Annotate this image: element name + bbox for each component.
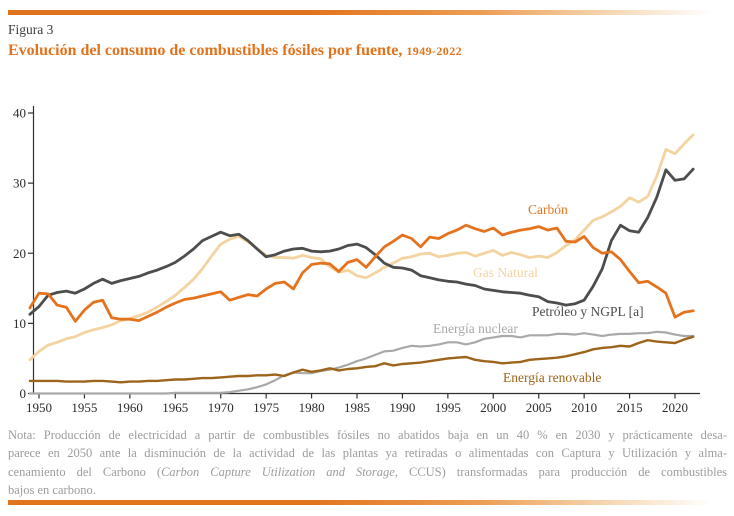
series-label-petroleo-ngpl: Petróleo y NGPL [a] [532,304,644,319]
x-tick-label: 1950 [26,400,52,415]
line-petroleo-ngpl [28,167,695,316]
note-text: Nota: Producción de electricidad a parti… [8,426,727,500]
y-tick-label: 0 [20,386,27,401]
y-tick-label: 30 [13,176,26,191]
page-title: Evolución del consumo de combustibles fó… [8,42,462,60]
x-tick-label: 1960 [117,400,143,415]
x-tick-label: 1965 [162,400,188,415]
top-accent-bar [8,10,727,15]
title-period: 1949-2022 [406,44,463,58]
x-tick-label: 2000 [480,400,506,415]
note-line-2: parece en 2050 ante la disminución de la… [8,446,727,461]
x-tick-label: 1955 [71,400,97,415]
note-line-1: Nota: Producción de electricidad a parti… [8,428,727,442]
x-tick-label: 2005 [526,400,552,415]
y-tick-label: 40 [13,106,26,121]
x-tick-label: 2010 [571,400,597,415]
x-tick-label: 1995 [435,400,461,415]
series-label-energia-nuclear: Energía nuclear [433,321,518,336]
line-energia-renovable [28,335,695,384]
line-gas-natural [28,133,695,362]
series-label-gas-natural: Gas Natural [473,265,538,280]
note-italic-ccus: Carbon Capture Utilization and Storage [161,464,395,479]
x-tick-label: 2020 [662,400,688,415]
series-label-energia-renovable: Energía renovable [503,370,602,385]
note-line-4: bajos en carbono. [8,483,96,498]
tick-marks [28,112,676,399]
y-tick-label: 20 [13,246,26,261]
note-line-3: cenamiento del Carbono (Carbon Capture U… [8,464,728,479]
x-tick-label: 1975 [253,400,279,415]
x-tick-label: 1980 [299,400,325,415]
series-label-carbon: Carbón [528,202,568,217]
line-carbon [28,223,695,323]
x-tick-label: 1990 [389,400,415,415]
x-tick-label: 2015 [617,400,643,415]
figure-number-label: Figura 3 [8,22,54,37]
x-tick-label: 1985 [344,400,370,415]
y-tick-label: 10 [13,316,26,331]
x-tick-label: 1970 [208,400,234,415]
tick-labels: 0 10 20 30 40 1950 1955 1960 1965 1970 1975 1980 198… [13,106,688,416]
line-energia-nuclear [28,330,695,395]
title-text: Evolución del consumo de combustibles fó… [8,42,403,59]
bottom-accent-bar [8,500,727,505]
